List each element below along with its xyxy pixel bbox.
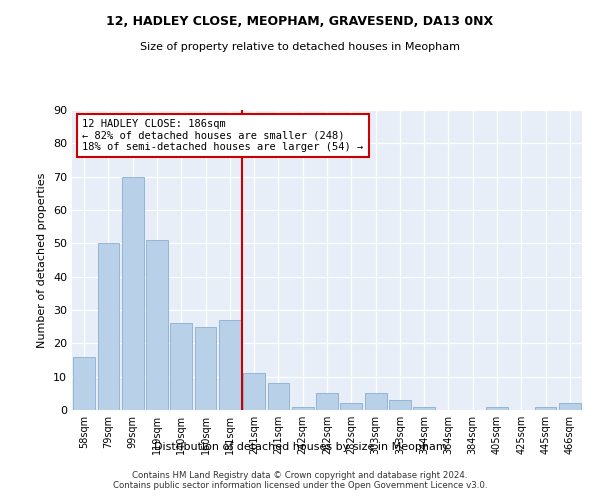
- Bar: [365, 394, 386, 410]
- Bar: [170, 324, 192, 410]
- Bar: [146, 240, 168, 410]
- Bar: [268, 384, 289, 410]
- Bar: [316, 394, 338, 410]
- Text: Size of property relative to detached houses in Meopham: Size of property relative to detached ho…: [140, 42, 460, 52]
- Bar: [194, 326, 217, 410]
- Bar: [73, 356, 95, 410]
- Bar: [486, 406, 508, 410]
- Bar: [535, 406, 556, 410]
- Bar: [97, 244, 119, 410]
- Bar: [340, 404, 362, 410]
- Y-axis label: Number of detached properties: Number of detached properties: [37, 172, 47, 348]
- Bar: [389, 400, 411, 410]
- Text: Distribution of detached houses by size in Meopham: Distribution of detached houses by size …: [154, 442, 446, 452]
- Bar: [292, 406, 314, 410]
- Bar: [219, 320, 241, 410]
- Bar: [122, 176, 143, 410]
- Text: 12, HADLEY CLOSE, MEOPHAM, GRAVESEND, DA13 0NX: 12, HADLEY CLOSE, MEOPHAM, GRAVESEND, DA…: [106, 15, 494, 28]
- Text: Contains HM Land Registry data © Crown copyright and database right 2024.
Contai: Contains HM Land Registry data © Crown c…: [113, 470, 487, 490]
- Text: 12 HADLEY CLOSE: 186sqm
← 82% of detached houses are smaller (248)
18% of semi-d: 12 HADLEY CLOSE: 186sqm ← 82% of detache…: [82, 119, 364, 152]
- Bar: [559, 404, 581, 410]
- Bar: [413, 406, 435, 410]
- Bar: [243, 374, 265, 410]
